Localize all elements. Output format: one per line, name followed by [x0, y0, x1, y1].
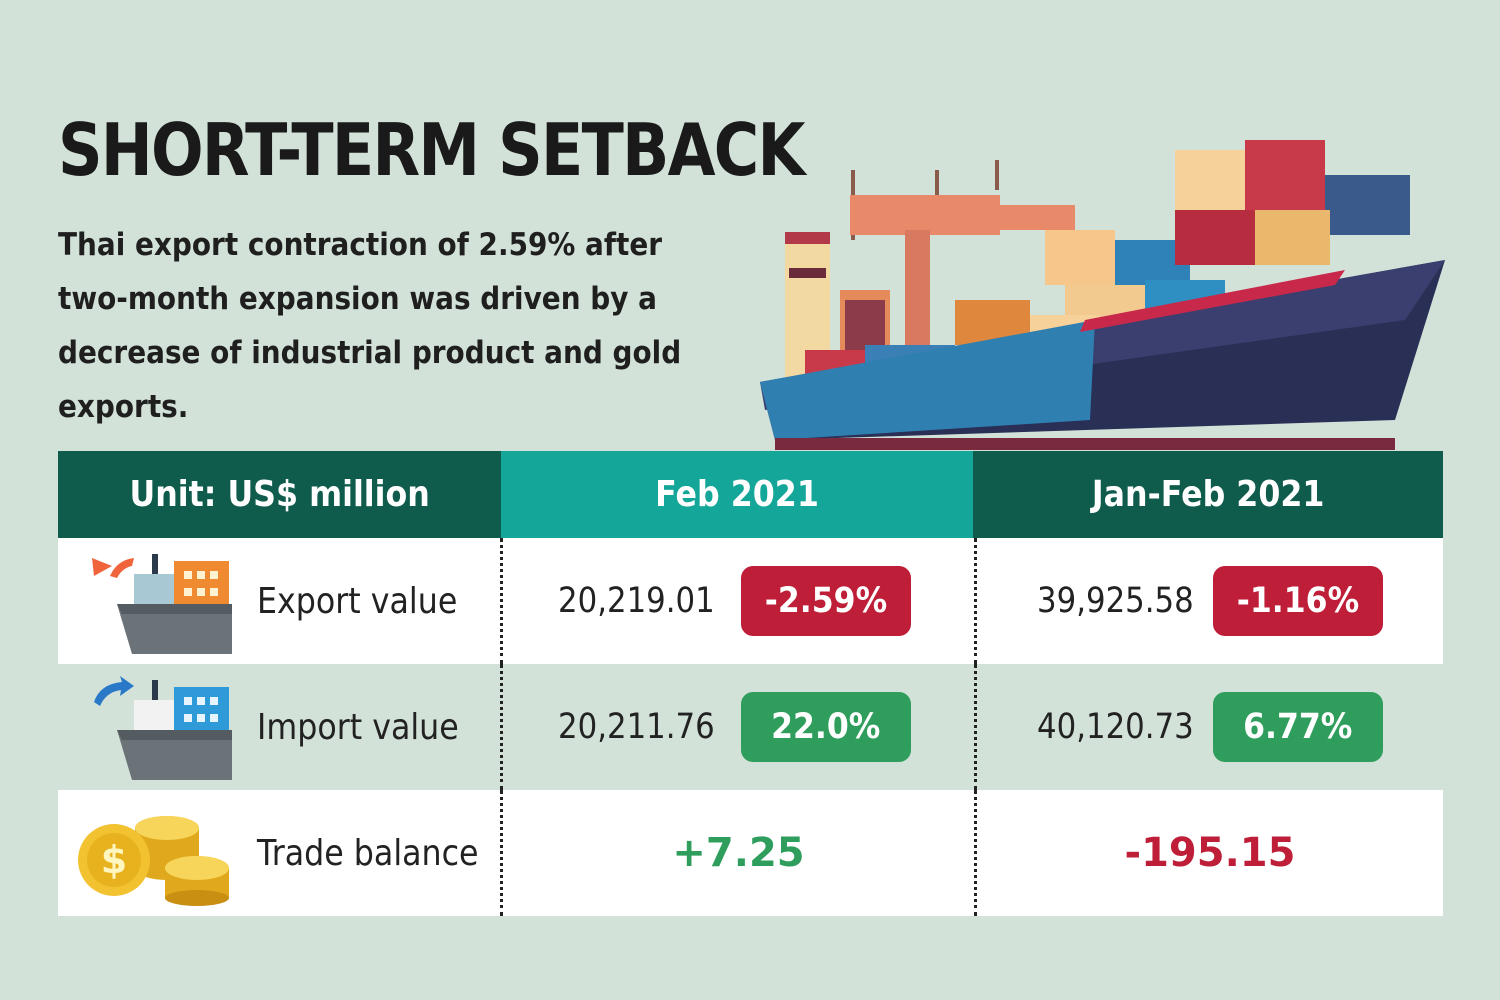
janfeb-value-import: 40,120.73: [1037, 707, 1194, 747]
header-jan-feb-2021: Jan-Feb 2021: [973, 451, 1443, 538]
feb-value-export: 20,219.01: [558, 581, 715, 621]
table-header: Unit: US$ million Feb 2021 Jan-Feb 2021: [58, 451, 1443, 538]
table-row-import-wrapper: Import value 20,211.76 22.0% 40,120.73 6…: [58, 664, 1443, 790]
janfeb-cell-import: 40,120.73 6.77%: [974, 664, 1443, 790]
janfeb-change-import: 6.77%: [1243, 707, 1353, 747]
feb-value-import: 20,211.76: [558, 707, 715, 747]
janfeb-cell-trade-balance: -195.15: [974, 790, 1443, 916]
janfeb-change-badge-export: -1.16%: [1213, 566, 1383, 636]
page-subtitle: Thai export contraction of 2.59% after t…: [58, 227, 682, 425]
janfeb-value-export: 39,925.58: [1037, 581, 1194, 621]
page-title: SHORT-TERM SETBACK: [58, 108, 806, 192]
janfeb-change-export: -1.16%: [1236, 581, 1360, 621]
janfeb-trade-balance: -195.15: [1124, 830, 1296, 876]
header-feb-2021: Feb 2021: [501, 451, 973, 538]
feb-cell-import: 20,211.76 22.0%: [500, 664, 974, 790]
row-label-trade-balance: Trade balance: [257, 832, 479, 874]
janfeb-cell-export: 39,925.58 -1.16%: [974, 538, 1443, 664]
header-feb-label: Feb 2021: [655, 474, 819, 515]
cargo-ship-illustration: [760, 140, 1445, 450]
trade-table: Unit: US$ million Feb 2021 Jan-Feb 2021 …: [58, 451, 1443, 916]
feb-cell-trade-balance: +7.25: [500, 790, 974, 916]
feb-change-badge-export: -2.59%: [741, 566, 912, 636]
table-row-export: Export value 20,219.01 -2.59% 39,925.58 …: [58, 538, 1443, 664]
svg-text:$: $: [101, 838, 127, 882]
row-label-import: Import value: [257, 706, 459, 748]
janfeb-change-badge-import: 6.77%: [1213, 692, 1383, 762]
row-label-export: Export value: [257, 580, 458, 622]
row-label-cell: $ Trade balance: [58, 790, 500, 916]
gold-coins-icon: $: [78, 816, 229, 906]
import-ship-icon: [94, 676, 232, 780]
row-label-cell: Export value: [58, 538, 500, 664]
header-unit-label: Unit: US$ million: [129, 474, 430, 515]
header-unit: Unit: US$ million: [58, 451, 501, 538]
feb-change-import: 22.0%: [771, 707, 881, 747]
table-row-trade-balance: $ Trade balance +7.25 -195.15: [58, 790, 1443, 916]
feb-trade-balance: +7.25: [672, 830, 805, 876]
table-row-import: Import value 20,211.76 22.0% 40,120.73 6…: [58, 664, 1443, 790]
row-label-cell: Import value: [58, 664, 500, 790]
feb-change-badge-import: 22.0%: [741, 692, 912, 762]
feb-cell-export: 20,219.01 -2.59%: [500, 538, 974, 664]
export-ship-icon: [92, 554, 232, 654]
feb-change-export: -2.59%: [764, 581, 888, 621]
header-janfeb-label: Jan-Feb 2021: [1091, 474, 1325, 515]
